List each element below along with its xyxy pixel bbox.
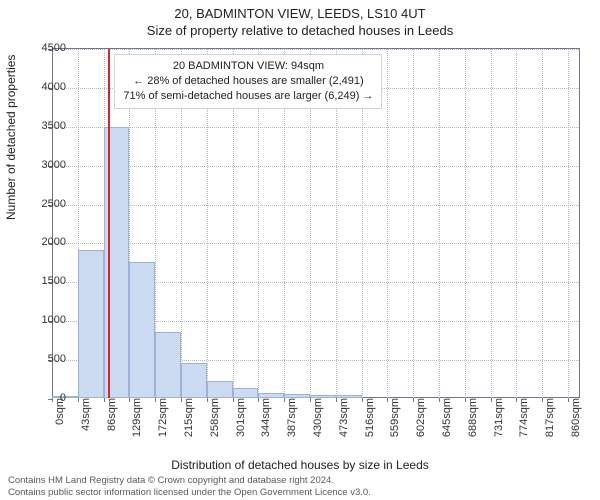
annotation-line-3: 71% of semi-detached houses are larger (…: [123, 89, 373, 104]
annotation-box: 20 BADMINTON VIEW: 94sqm ← 28% of detach…: [114, 54, 382, 109]
annotation-line-2: ← 28% of detached houses are smaller (2,…: [123, 74, 373, 89]
gridline-v: [439, 49, 440, 398]
gridline-v: [542, 49, 543, 398]
footer-attribution: Contains HM Land Registry data © Crown c…: [8, 475, 371, 498]
xtick-label: 817sqm: [538, 398, 556, 437]
gridline-v: [465, 49, 466, 398]
xtick-label: 645sqm: [435, 398, 453, 437]
gridline-h: [52, 205, 579, 206]
xtick-label: 301sqm: [229, 398, 247, 437]
ytick-label: 4500: [26, 42, 66, 54]
ytick-label: 2500: [26, 198, 66, 210]
histogram-bar: [233, 388, 259, 398]
ytick-label: 1500: [26, 275, 66, 287]
xtick-label: 387sqm: [280, 398, 298, 437]
histogram-bar: [129, 262, 155, 398]
xtick-label: 688sqm: [461, 398, 479, 437]
xtick-label: 86sqm: [100, 398, 118, 431]
xtick-label: 559sqm: [383, 398, 401, 437]
footer-line-1: Contains HM Land Registry data © Crown c…: [8, 475, 371, 486]
gridline-h: [52, 127, 579, 128]
xtick-label: 860sqm: [564, 398, 582, 437]
footer-line-2: Contains public sector information licen…: [8, 487, 371, 498]
ytick-label: 2000: [26, 236, 66, 248]
xtick-label: 344sqm: [254, 398, 272, 437]
xtick-label: 473sqm: [332, 398, 350, 437]
histogram-bar: [207, 381, 233, 398]
xtick-label: 774sqm: [512, 398, 530, 437]
ytick-label: 3500: [26, 120, 66, 132]
xtick-label: 516sqm: [358, 398, 376, 437]
ytick-label: 500: [26, 353, 66, 365]
y-axis-line: [52, 49, 53, 398]
gridline-v: [516, 49, 517, 398]
histogram-bar: [78, 250, 104, 398]
xtick-label: 172sqm: [151, 398, 169, 437]
xtick-label: 215sqm: [177, 398, 195, 437]
chart-area: 20 BADMINTON VIEW: 94sqm ← 28% of detach…: [52, 48, 580, 398]
xtick-label: 602sqm: [409, 398, 427, 437]
annotation-line-1: 20 BADMINTON VIEW: 94sqm: [123, 59, 373, 74]
histogram-bar: [181, 363, 207, 398]
ytick-label: 1000: [26, 314, 66, 326]
xtick-label: 129sqm: [125, 398, 143, 437]
address-line: 20, BADMINTON VIEW, LEEDS, LS10 4UT: [0, 6, 600, 21]
xtick-label: 258sqm: [203, 398, 221, 437]
title-block: 20, BADMINTON VIEW, LEEDS, LS10 4UT Size…: [0, 0, 600, 38]
gridline-h: [52, 49, 579, 50]
gridline-h: [52, 243, 579, 244]
ytick-label: 3000: [26, 159, 66, 171]
ytick-label: 4000: [26, 81, 66, 93]
gridline-v: [413, 49, 414, 398]
subtitle-line: Size of property relative to detached ho…: [0, 23, 600, 38]
gridline-h: [52, 166, 579, 167]
xtick-label: 731sqm: [487, 398, 505, 437]
gridline-v: [491, 49, 492, 398]
ytick-label: 0: [26, 392, 66, 404]
y-axis-label: Number of detached properties: [4, 55, 18, 220]
property-marker-line: [108, 49, 110, 398]
gridline-v: [568, 49, 569, 398]
x-axis-label: Distribution of detached houses by size …: [0, 458, 600, 472]
xtick-label: 43sqm: [74, 398, 92, 431]
histogram-bar: [155, 332, 181, 398]
xtick-label: 430sqm: [306, 398, 324, 437]
gridline-v: [387, 49, 388, 398]
